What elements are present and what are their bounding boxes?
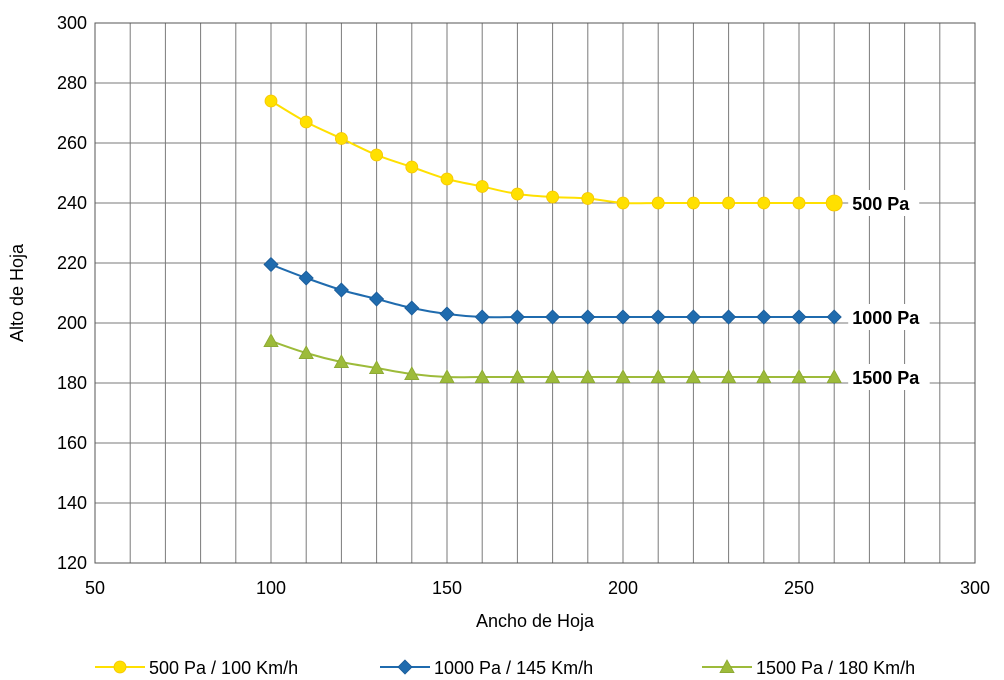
data-point: [546, 190, 559, 204]
x-axis-title: Ancho de Hoja: [476, 611, 595, 631]
data-point: [475, 180, 489, 193]
data-point: [263, 256, 279, 273]
y-tick-label: 280: [57, 73, 87, 93]
data-point: [581, 192, 595, 205]
data-point: [685, 369, 702, 384]
series-2: [263, 256, 842, 325]
data-point: [544, 369, 561, 384]
x-tick-label: 100: [256, 578, 286, 598]
data-point: [405, 160, 419, 174]
data-point: [580, 309, 596, 325]
legend-marker: [719, 659, 735, 673]
series-3: [263, 333, 842, 384]
data-point: [369, 291, 385, 307]
series-end-label: 500 Pa: [852, 194, 910, 214]
data-point: [474, 309, 490, 325]
data-point: [298, 270, 314, 286]
data-point: [440, 172, 454, 186]
data-point: [825, 194, 843, 212]
legend-label: 500 Pa / 100 Km/h: [149, 658, 298, 678]
y-tick-label: 160: [57, 433, 87, 453]
y-tick-label: 260: [57, 133, 87, 153]
data-point: [439, 369, 455, 384]
data-point: [721, 309, 737, 325]
y-tick-label: 200: [57, 313, 87, 333]
end-label-bg: [848, 364, 930, 390]
series-end-label: 1500 Pa: [852, 368, 920, 388]
end-label-bg: [848, 304, 930, 330]
data-point: [651, 196, 665, 210]
legend-label: 1000 Pa / 145 Km/h: [434, 658, 593, 678]
data-point: [720, 369, 737, 384]
data-point: [333, 354, 350, 369]
data-point: [791, 369, 807, 384]
y-tick-label: 180: [57, 373, 87, 393]
series-1: [264, 94, 843, 212]
data-point: [299, 115, 313, 129]
data-point: [511, 187, 524, 201]
y-tick-label: 220: [57, 253, 87, 273]
series-group: [263, 94, 843, 384]
data-point: [650, 309, 666, 325]
y-axis-title: Alto de Hoja: [7, 243, 27, 342]
data-point: [615, 369, 631, 384]
data-point: [757, 196, 771, 210]
data-point: [791, 309, 807, 325]
y-tick-label: 240: [57, 193, 87, 213]
legend: 500 Pa / 100 Km/h 1000 Pa / 145 Km/h 1500 …: [95, 658, 915, 678]
end-label-bg: [848, 190, 920, 216]
data-point: [687, 196, 700, 210]
data-point: [615, 309, 631, 325]
legend-label: 1500 Pa / 180 Km/h: [756, 658, 915, 678]
data-point: [756, 309, 772, 325]
data-point: [368, 360, 385, 375]
series-end-labels: 500 Pa 1000 Pa 1500 Pa: [848, 190, 930, 390]
legend-item: 1000 Pa / 145 Km/h: [380, 658, 593, 678]
data-point: [722, 196, 735, 210]
data-point: [439, 306, 455, 322]
series-end-label: 1000 Pa: [852, 308, 920, 328]
data-point: [756, 369, 772, 384]
gridlines: [95, 23, 975, 563]
y-tick-label: 140: [57, 493, 87, 513]
x-tick-label: 200: [608, 578, 638, 598]
data-point: [474, 369, 490, 384]
legend-item: 500 Pa / 100 Km/h: [95, 658, 298, 678]
legend-marker: [397, 659, 413, 675]
y-tick-label: 300: [57, 13, 87, 33]
data-point: [826, 309, 842, 325]
plot-border: [94, 22, 976, 564]
data-point: [370, 148, 384, 162]
data-point: [826, 369, 842, 384]
plot-area: [95, 23, 975, 563]
legend-item: 1500 Pa / 180 Km/h: [702, 658, 915, 678]
data-point: [334, 132, 348, 145]
x-tick-label: 300: [960, 578, 990, 598]
data-point: [509, 369, 526, 384]
data-point: [509, 309, 525, 325]
data-point: [580, 369, 596, 384]
y-tick-label: 120: [57, 553, 87, 573]
data-point: [264, 94, 278, 108]
y-axis-ticks: 120 140 160 180 200 220 240 260 280 300: [57, 13, 87, 573]
data-point: [263, 333, 279, 348]
x-tick-label: 150: [432, 578, 462, 598]
data-point: [792, 196, 806, 210]
data-point: [685, 309, 701, 325]
x-axis-ticks: 50 100 150 200 250 300: [85, 578, 990, 598]
data-point: [298, 345, 314, 360]
x-tick-label: 250: [784, 578, 814, 598]
data-point: [650, 369, 666, 384]
legend-marker: [113, 660, 127, 674]
x-tick-label: 50: [85, 578, 105, 598]
data-point: [333, 282, 349, 298]
data-point: [404, 366, 420, 381]
data-point: [404, 300, 420, 316]
data-point: [616, 196, 630, 210]
data-point: [545, 309, 561, 325]
